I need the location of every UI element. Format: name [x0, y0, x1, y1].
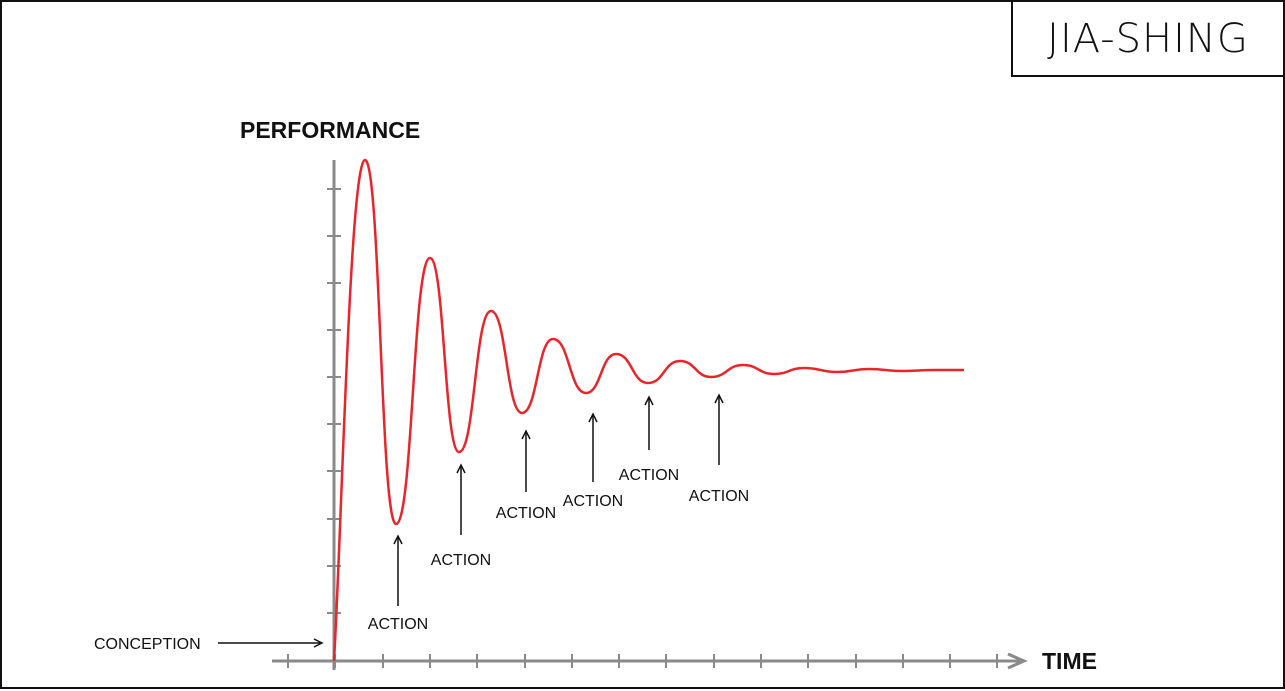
x-axis-arrowhead — [1007, 652, 1028, 670]
conception-arrow — [218, 638, 324, 648]
y-axis-label: PERFORMANCE — [240, 117, 420, 143]
action-label: ACTION — [563, 493, 623, 510]
action-label: ACTION — [496, 505, 556, 522]
action-label: ACTION — [368, 616, 428, 633]
action-label: ACTION — [619, 467, 679, 484]
performance-curve — [332, 158, 964, 662]
action-annotation: ACTION — [431, 463, 491, 569]
brand-box: JIA-SHING — [1011, 2, 1283, 77]
action-label: ACTION — [431, 552, 491, 569]
x-axis-ticks — [287, 654, 998, 668]
action-annotation: ACTION — [619, 395, 679, 484]
action-annotation: ACTION — [496, 429, 556, 522]
action-annotation: ACTION — [689, 393, 749, 505]
action-label: ACTION — [689, 488, 749, 505]
y-axis-ticks — [327, 188, 341, 614]
action-annotation: ACTION — [368, 534, 428, 633]
x-axis-label: TIME — [1042, 648, 1097, 674]
conception-label: CONCEPTION — [94, 636, 201, 653]
brand-logo-text: JIA-SHING — [1047, 15, 1249, 62]
action-annotation: ACTION — [563, 412, 623, 510]
axes — [272, 160, 1028, 670]
